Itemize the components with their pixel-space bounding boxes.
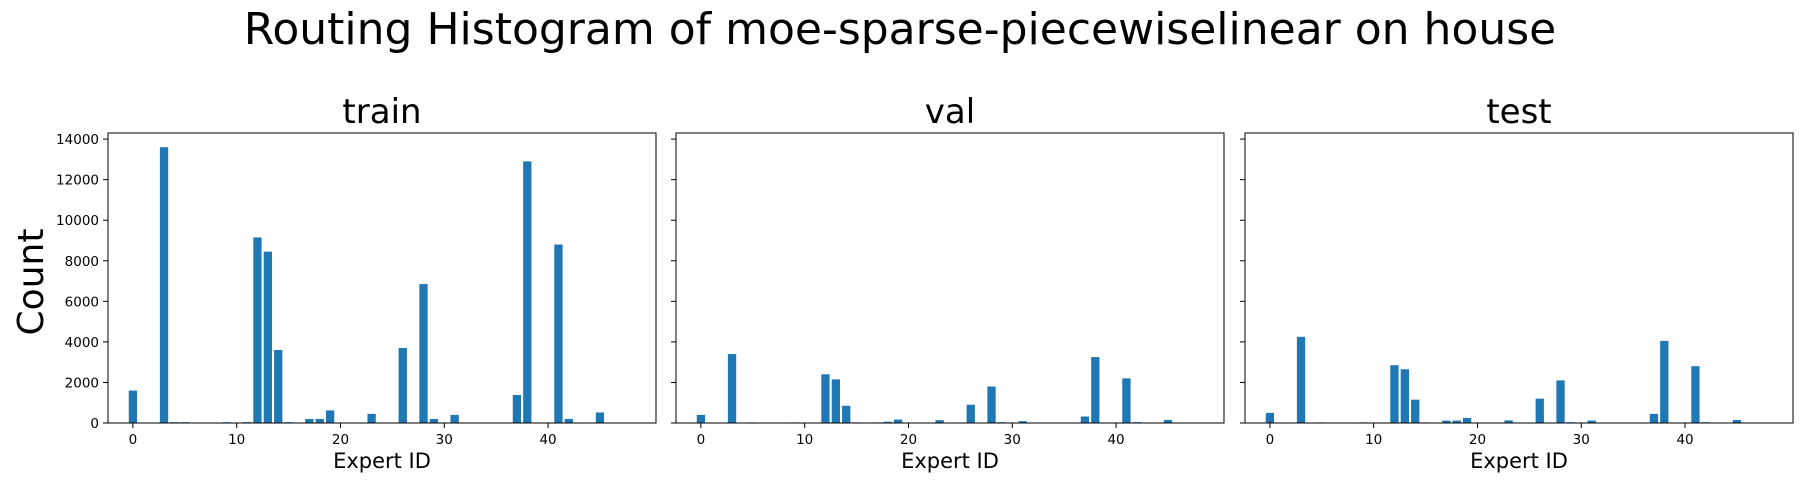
- x-tick-label: 10: [1365, 432, 1382, 448]
- x-tick-label: 20: [900, 432, 917, 448]
- x-tick-label: 20: [332, 432, 349, 448]
- bar-expert-17: [305, 418, 314, 423]
- y-tick-label: 14000: [56, 132, 99, 148]
- bar-expert-38: [523, 161, 532, 423]
- bar-expert-18: [883, 421, 892, 423]
- x-tick-label: 10: [228, 432, 245, 448]
- x-axis-label: Expert ID: [1470, 449, 1568, 473]
- x-axis-label: Expert ID: [901, 449, 999, 473]
- panel-train: 0 10 20 30 40 0 2000 4000 6000 8000 10000 12000 1400…: [56, 92, 657, 473]
- bar-expert-26: [1535, 398, 1544, 423]
- bar-expert-41: [554, 244, 563, 423]
- bar-expert-3: [159, 147, 169, 423]
- bar-expert-41: [1122, 378, 1131, 423]
- bar-expert-37: [1080, 416, 1090, 423]
- y-tick-label: 2000: [65, 375, 99, 391]
- bar-expert-13: [1400, 369, 1409, 423]
- bar-expert-0: [128, 390, 138, 423]
- x-tick-label: 0: [697, 432, 706, 448]
- x-tick-label: 40: [1676, 432, 1693, 448]
- bar-expert-28: [1556, 380, 1565, 423]
- x-tick-label: 20: [1469, 432, 1486, 448]
- bar-expert-23: [1504, 420, 1513, 423]
- panel-title: test: [1486, 92, 1551, 132]
- axes-frame: [675, 132, 1225, 424]
- y-axis-label: Count: [11, 229, 52, 336]
- bar-expert-14: [842, 405, 851, 423]
- panel-title: train: [342, 92, 421, 132]
- x-tick-label: 30: [436, 432, 453, 448]
- y-tick-label: 0: [90, 416, 99, 432]
- bar-expert-31: [1587, 420, 1596, 423]
- bar-expert-13: [263, 251, 272, 423]
- panels: 0 10 20 30 400200040006000800010000120001400…: [56, 92, 1794, 473]
- bar-expert-42: [564, 418, 573, 423]
- bar-expert-19: [325, 410, 335, 423]
- y-tick-label: 10000: [56, 213, 99, 229]
- bar-expert-18: [1452, 420, 1461, 423]
- bar-expert-3: [1296, 336, 1306, 423]
- y-tick-label: 6000: [65, 294, 99, 310]
- y-tick-label: 8000: [65, 254, 99, 270]
- bar-expert-23: [935, 420, 944, 423]
- bar-expert-3: [727, 354, 737, 423]
- bar-expert-37: [512, 395, 522, 423]
- bar-expert-26: [966, 404, 975, 423]
- bar-expert-13: [831, 379, 840, 423]
- y-tick-label: 4000: [65, 335, 99, 351]
- bar-expert-31: [1018, 421, 1027, 423]
- bar-expert-23: [367, 413, 376, 423]
- panel-title: val: [925, 92, 975, 132]
- x-axis-label: Expert ID: [333, 449, 431, 473]
- bar-expert-28: [419, 284, 428, 423]
- bar-expert-45: [595, 412, 605, 423]
- bar-expert-26: [398, 347, 407, 423]
- x-tick-label: 40: [539, 432, 556, 448]
- bar-expert-45: [1163, 419, 1173, 423]
- bar-expert-37: [1649, 413, 1659, 423]
- y-tick-label: 12000: [56, 173, 99, 189]
- bar-expert-41: [1691, 366, 1700, 423]
- panel-val: 0 10 20 30 40 val Expert ID: [671, 92, 1225, 473]
- bar-expert-12: [1390, 365, 1399, 423]
- bar-expert-19: [1462, 417, 1472, 423]
- bar-expert-14: [274, 349, 283, 423]
- x-tick-label: 30: [1573, 432, 1590, 448]
- figure-title: Routing Histogram of moe-sparse-piecewis…: [244, 4, 1556, 55]
- x-tick-label: 0: [129, 432, 138, 448]
- bar-expert-38: [1660, 340, 1669, 423]
- bar-expert-31: [450, 414, 459, 423]
- bar-expert-29: [429, 418, 439, 423]
- bar-expert-12: [253, 237, 262, 423]
- bar-expert-0: [1265, 412, 1275, 423]
- axes-frame: [107, 132, 657, 424]
- panel-test: 0 10 20 30 40 test Expert ID: [1240, 92, 1794, 473]
- bar-expert-17: [1442, 420, 1451, 423]
- x-tick-label: 0: [1266, 432, 1275, 448]
- bar-expert-18: [315, 418, 324, 423]
- x-tick-label: 40: [1107, 432, 1124, 448]
- bar-expert-38: [1091, 357, 1100, 423]
- bar-expert-19: [893, 419, 903, 423]
- x-tick-label: 30: [1004, 432, 1021, 448]
- bar-expert-45: [1732, 419, 1742, 423]
- bar-expert-14: [1411, 399, 1420, 423]
- axes-frame: [1244, 132, 1794, 424]
- bar-expert-28: [987, 386, 996, 423]
- bar-expert-0: [696, 414, 706, 423]
- x-tick-label: 10: [796, 432, 813, 448]
- bar-expert-12: [821, 374, 830, 423]
